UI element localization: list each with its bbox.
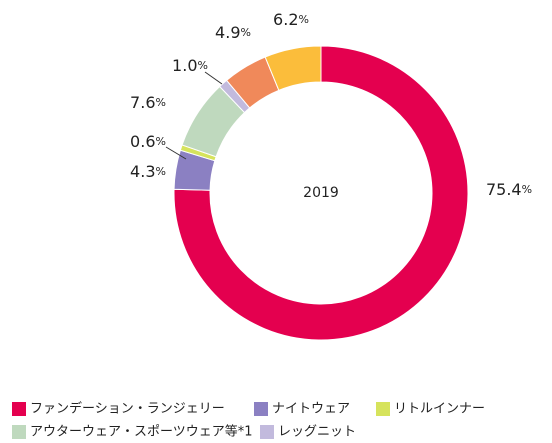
legend-label: ナイトウェア (272, 402, 350, 417)
legend-swatch (12, 402, 26, 416)
donut-segment (173, 45, 469, 341)
data-label: 4.9% (215, 23, 251, 42)
data-label: 75.4% (486, 180, 532, 199)
leader-line (204, 71, 223, 85)
legend-swatch (12, 425, 26, 439)
data-label: 7.6% (130, 93, 166, 112)
data-label: 1.0% (172, 56, 208, 75)
data-label: 0.6% (130, 132, 166, 151)
donut-segment (264, 45, 322, 91)
leader-line (165, 146, 187, 160)
legend-label: ファンデーション・ランジェリー (30, 401, 225, 417)
data-label: 4.3% (130, 162, 166, 181)
legend-swatch (260, 425, 274, 439)
legend-swatch (376, 402, 390, 416)
legend-label: アウターウェア・スポーツウェア等*1 (30, 424, 253, 440)
data-label: 6.2% (273, 10, 309, 29)
legend-label: リトルインナー (394, 402, 485, 417)
center-label: 2019 (303, 185, 339, 201)
legend-label: レッグニット (278, 425, 356, 440)
legend-swatch (254, 402, 268, 416)
